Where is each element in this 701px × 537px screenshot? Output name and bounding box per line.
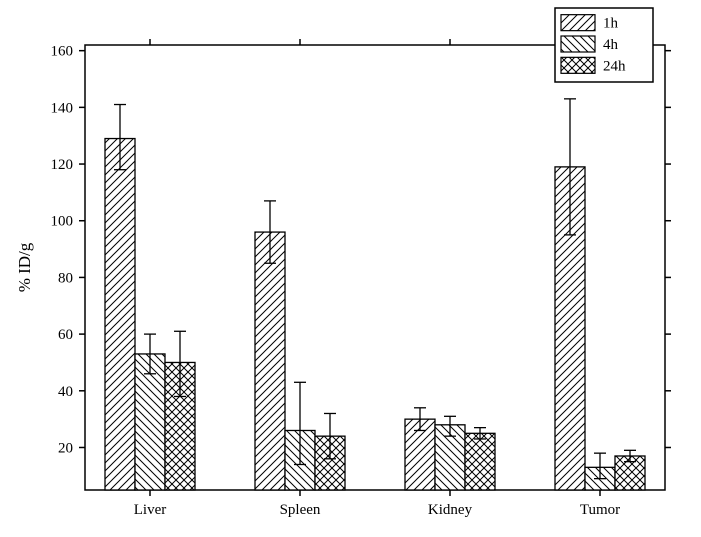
bar — [465, 433, 495, 490]
y-tick-label: 120 — [51, 157, 74, 173]
x-tick-label: Liver — [134, 502, 166, 518]
y-tick-label: 20 — [58, 440, 73, 456]
y-tick-label: 60 — [58, 327, 73, 343]
legend: 1h 4h 24h — [555, 8, 653, 82]
y-tick-label: 160 — [51, 44, 74, 60]
y-axis-label-svg: % ID/g — [15, 242, 34, 292]
y-tick-label: 80 — [58, 270, 73, 286]
y-tick-label: 100 — [51, 214, 74, 230]
bar-chart-svg: 20 40 60 80 100 120 140 160 % ID/g Liver Spleen Kid… — [0, 0, 701, 537]
legend-label: 24h — [603, 58, 626, 74]
bar — [105, 139, 135, 490]
chart-container: 20 40 60 80 100 120 140 160 % ID/g Liver Spleen Kid… — [0, 0, 701, 537]
x-tick-label: Spleen — [280, 502, 321, 518]
legend-label: 1h — [603, 16, 619, 32]
y-tick-label: 40 — [58, 384, 73, 400]
y-tick-label: 140 — [51, 100, 74, 116]
x-tick-label: Tumor — [580, 502, 620, 518]
x-tick-label: Kidney — [428, 502, 473, 518]
legend-label: 4h — [603, 37, 619, 53]
bar — [255, 232, 285, 490]
